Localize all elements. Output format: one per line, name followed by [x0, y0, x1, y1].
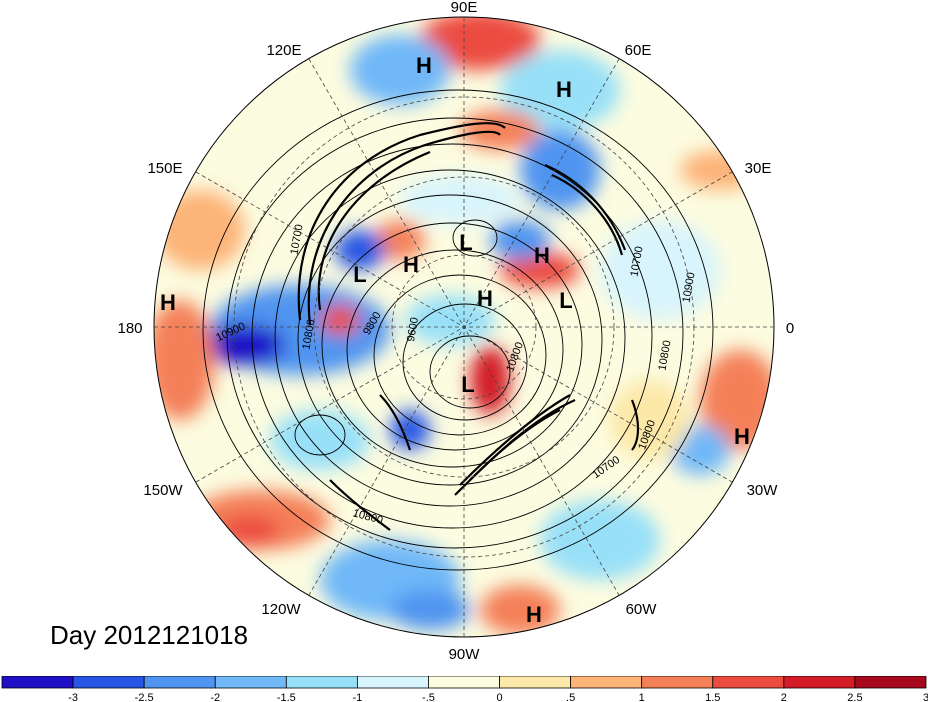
colorbar-box: [499, 676, 572, 689]
colorbar: -3 -2.5 -2 -1.5 -1 -.5 0 .5 1 1.5 2 2.5 3: [1, 676, 928, 702]
contour-label: 10900: [680, 271, 697, 303]
colorbar-tick-label: 2.5: [847, 692, 862, 702]
low-center-label: L: [559, 288, 572, 313]
height-contours: [202, 89, 714, 571]
colorbar-box: [712, 676, 785, 689]
lon-label-150w: 150W: [143, 482, 183, 499]
low-center-label: L: [353, 262, 366, 287]
colorbar-ticks: -3 -2.5 -2 -1.5 -1 -.5 0 .5 1 1.5 2 2.5 3: [68, 692, 928, 702]
pressure-centers: H H H H H H H H L L L L: [160, 53, 750, 627]
lon-label-150e: 150E: [147, 160, 182, 177]
contour-label: 10700: [288, 223, 305, 255]
colorbar-box: [214, 676, 287, 689]
lon-label-180: 180: [117, 320, 142, 337]
lon-label-30e: 30E: [745, 160, 772, 177]
colorbar-tick-label: -2: [210, 692, 220, 702]
high-center-label: H: [160, 290, 176, 315]
polar-map: 90E 60E 30E 0 30W 60W 90W 120W 150W 180 …: [117, 0, 794, 663]
contour-label: 10700: [628, 245, 645, 277]
colorbar-box: [143, 676, 216, 689]
colorbar-tick-label: 2: [781, 692, 787, 702]
high-center-label: H: [477, 286, 493, 311]
contour-label: 10800: [300, 318, 317, 350]
colorbar-tick-label: 0: [496, 692, 502, 702]
lon-label-120w: 120W: [261, 601, 301, 618]
colorbar-tick-label: -.5: [422, 692, 435, 702]
lon-label-90e: 90E: [451, 0, 478, 16]
lon-label-0: 0: [786, 320, 794, 337]
contour-label: 9600: [405, 316, 421, 342]
contour-label: 10800: [656, 339, 673, 371]
colorbar-tick-label: 1.5: [705, 692, 720, 702]
colorbar-box: [356, 676, 429, 689]
colorbar-box: [285, 676, 358, 689]
colorbar-boxes: [1, 676, 927, 689]
colorbar-box: [72, 676, 145, 689]
colorbar-tick-label: -3: [68, 692, 78, 702]
high-center-label: H: [526, 602, 542, 627]
colorbar-tick-label: 1: [639, 692, 645, 702]
lon-label-30w: 30W: [747, 482, 779, 499]
high-center-label: H: [734, 424, 750, 449]
lon-label-90w: 90W: [449, 646, 481, 663]
colorbar-box: [1, 676, 74, 689]
day-title: Day 2012121018: [50, 620, 249, 650]
colorbar-box: [854, 676, 927, 689]
low-center-label: L: [459, 230, 472, 255]
colorbar-box: [428, 676, 500, 689]
jet-contours: [297, 122, 640, 531]
high-center-label: H: [556, 77, 572, 102]
longitude-labels: 90E 60E 30E 0 30W 60W 90W 120W 150W 180 …: [117, 0, 794, 663]
colorbar-box: [783, 676, 856, 689]
low-center-label: L: [461, 372, 474, 397]
colorbar-box: [570, 676, 643, 689]
high-center-label: H: [416, 53, 432, 78]
high-center-label: H: [534, 243, 550, 268]
graticule: [154, 17, 774, 637]
lon-label-120e: 120E: [266, 42, 301, 59]
colorbar-tick-label: .5: [566, 692, 575, 702]
colorbar-box: [641, 676, 714, 689]
lon-label-60e: 60E: [625, 42, 652, 59]
colorbar-tick-label: -1: [352, 692, 362, 702]
lon-label-60w: 60W: [626, 601, 658, 618]
colorbar-tick-label: -2.5: [135, 692, 154, 702]
high-center-label: H: [403, 252, 419, 277]
colorbar-tick-label: -1.5: [277, 692, 296, 702]
colorbar-tick-label: 3: [923, 692, 928, 702]
